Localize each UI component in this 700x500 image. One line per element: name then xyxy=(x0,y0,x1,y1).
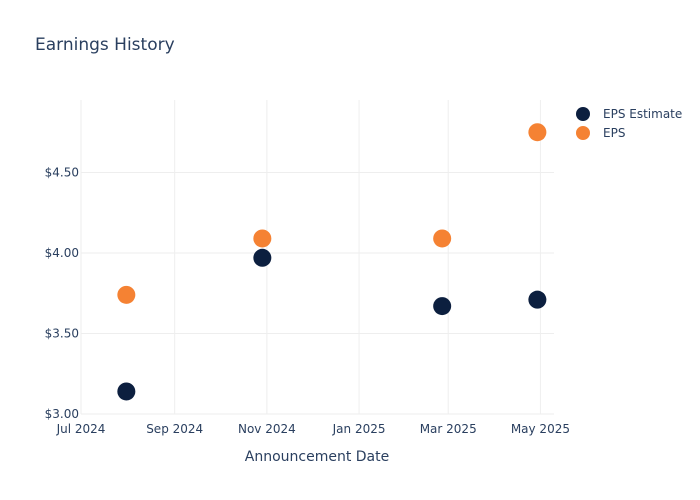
legend-label[interactable]: EPS xyxy=(603,126,625,140)
legend-marker[interactable] xyxy=(576,107,590,121)
legend: EPS Estimate EPS xyxy=(576,107,682,140)
x-tick-label: Nov 2024 xyxy=(238,422,296,436)
x-tick-label: Mar 2025 xyxy=(420,422,477,436)
eps-estimate-point[interactable] xyxy=(253,248,272,267)
eps-point[interactable] xyxy=(117,285,136,304)
legend-marker[interactable] xyxy=(576,126,590,140)
y-axis-ticks: $3.00 $3.50 $4.00 $4.50 xyxy=(45,165,79,421)
x-tick-label: May 2025 xyxy=(511,422,570,436)
x-axis-ticks: Jul 2024 Sep 2024 Nov 2024 Jan 2025 Mar 2025… xyxy=(56,422,570,436)
eps-point[interactable] xyxy=(528,123,547,142)
eps-point[interactable] xyxy=(253,229,272,248)
eps-point[interactable] xyxy=(433,229,452,248)
y-tick-label: $4.50 xyxy=(45,165,79,179)
x-tick-label: Jan 2025 xyxy=(332,422,386,436)
x-tick-label: Jul 2024 xyxy=(56,422,106,436)
grid xyxy=(80,100,554,415)
y-tick-label: $3.50 xyxy=(45,326,79,340)
y-tick-label: $3.00 xyxy=(45,407,79,421)
chart-title: Earnings History xyxy=(35,35,175,55)
x-axis-title: Announcement Date xyxy=(245,449,389,465)
eps-estimate-point[interactable] xyxy=(117,382,136,401)
eps-estimate-point[interactable] xyxy=(433,297,452,316)
eps-estimate-point[interactable] xyxy=(528,290,547,309)
legend-label[interactable]: EPS Estimate xyxy=(603,107,682,121)
data-points xyxy=(117,123,547,401)
y-tick-label: $4.00 xyxy=(45,246,79,260)
x-tick-label: Sep 2024 xyxy=(146,422,203,436)
